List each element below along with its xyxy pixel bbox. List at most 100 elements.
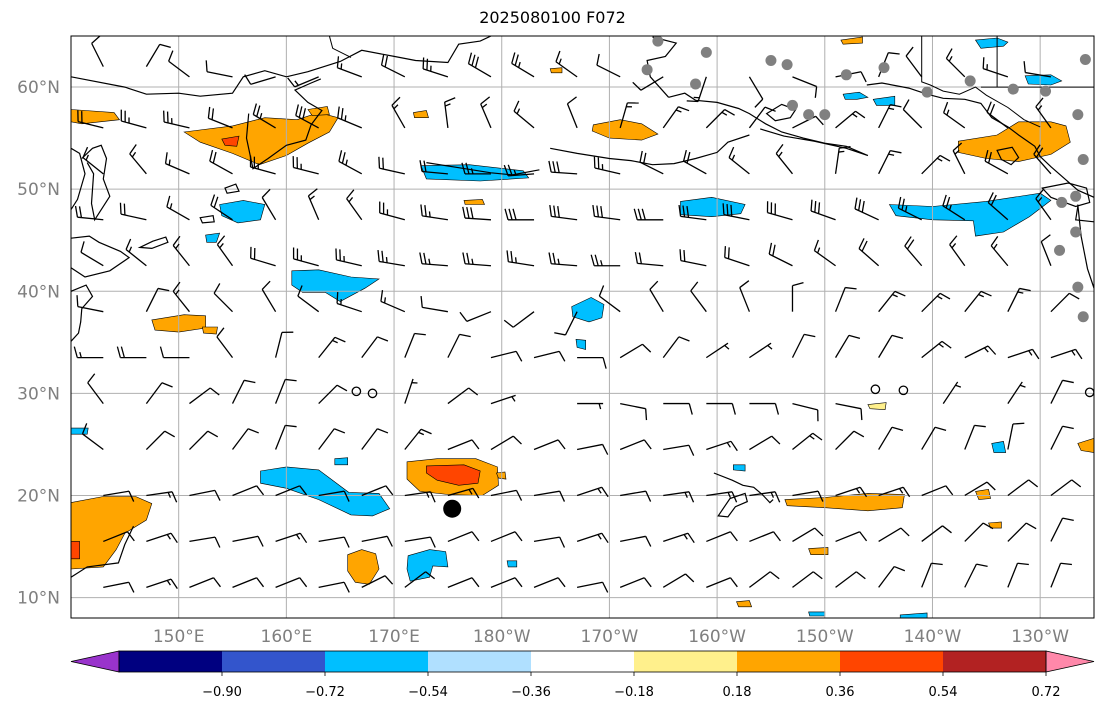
wind-barb xyxy=(378,156,405,175)
coastline xyxy=(71,36,492,97)
wind-barb xyxy=(297,285,320,313)
map-title: 2025080100 F072 xyxy=(479,8,626,27)
wind-barb xyxy=(679,249,707,267)
wind-barb xyxy=(663,532,695,544)
wind-barb xyxy=(490,489,523,501)
colorbar-segment xyxy=(222,651,326,672)
wind-barb xyxy=(576,532,609,544)
axis-tick-labels: 10°N 20°N 30°N 40°N 50°N 60°N 150°E 160°E 170°E 1… xyxy=(17,78,1069,647)
wind-barb xyxy=(209,149,233,175)
anomaly-region xyxy=(591,119,659,141)
wind-barb xyxy=(921,340,952,359)
station-marker xyxy=(878,62,890,74)
wind-barb xyxy=(216,235,234,267)
wind-barb xyxy=(461,162,491,175)
wind-barb xyxy=(663,444,695,456)
wind-barb xyxy=(749,402,780,415)
colorbar-tick-label: 0.18 xyxy=(723,685,752,700)
wind-barb xyxy=(444,97,456,128)
anomaly-region xyxy=(974,37,1009,49)
wind-barb xyxy=(404,571,436,588)
anomaly-region xyxy=(219,200,266,224)
anomaly-region xyxy=(183,112,339,166)
colorbar-segment xyxy=(531,651,635,672)
wind-barb xyxy=(146,532,178,544)
wind-barb xyxy=(318,536,350,548)
wind-barb xyxy=(1050,562,1072,588)
wind-barb xyxy=(878,290,906,313)
coastline xyxy=(646,36,678,98)
station-marker xyxy=(1040,85,1052,97)
wind-barb xyxy=(835,402,863,421)
wind-barb xyxy=(422,57,449,78)
wind-barb xyxy=(249,155,276,175)
wind-barb xyxy=(775,143,793,175)
station-marker xyxy=(765,55,777,67)
anomaly-region xyxy=(71,496,153,570)
anomaly-region xyxy=(334,457,349,466)
anomaly-region xyxy=(957,121,1071,162)
wind-barb xyxy=(164,152,190,175)
colorbar-extend-high xyxy=(1045,650,1095,673)
wind-barb xyxy=(361,485,394,497)
coastline xyxy=(1075,206,1094,223)
wind-barb xyxy=(878,104,902,129)
wind-barb xyxy=(921,292,951,313)
wind-barb xyxy=(216,327,234,359)
anomaly-region xyxy=(1077,437,1094,453)
wind-barb xyxy=(125,238,147,267)
wind-barb xyxy=(232,577,265,588)
island xyxy=(765,103,797,122)
wind-barb xyxy=(902,99,923,129)
wind-barb xyxy=(207,106,233,129)
wind-barb xyxy=(598,285,621,313)
wind-barb xyxy=(566,96,578,129)
wind-barb xyxy=(1007,522,1037,542)
wind-barb xyxy=(210,194,233,221)
wind-barb xyxy=(318,428,346,450)
wind-barb xyxy=(1050,379,1074,404)
station-marker xyxy=(1056,196,1068,208)
lon-tick-label: 160°E xyxy=(261,627,313,647)
wind-barb xyxy=(91,36,104,67)
wind-barb xyxy=(533,577,566,588)
station-marker xyxy=(803,109,815,121)
wind-barb xyxy=(792,402,819,422)
wind-barb xyxy=(420,204,448,221)
wind-barb xyxy=(632,76,664,91)
wind-barb xyxy=(619,102,639,129)
wind-barb xyxy=(662,573,695,588)
wind-barb xyxy=(361,336,389,359)
wind-barb xyxy=(82,146,104,175)
wind-barb xyxy=(419,252,448,267)
wind-barb xyxy=(145,43,171,67)
wind-barb xyxy=(81,423,104,451)
wind-barb xyxy=(952,142,966,175)
wind-barb xyxy=(462,206,492,221)
anomaly-region xyxy=(307,106,330,116)
wind-barb xyxy=(275,577,308,588)
wind-barb xyxy=(231,379,256,404)
wind-barb xyxy=(361,575,394,588)
lon-tick-label: 140°W xyxy=(904,627,962,647)
wind-barb xyxy=(379,201,405,221)
wind-barb xyxy=(213,283,233,313)
wind-barb xyxy=(620,535,652,547)
wind-barb xyxy=(145,287,170,312)
wind-barb xyxy=(87,373,104,404)
wind-barb xyxy=(905,46,923,78)
wind-barb xyxy=(318,581,350,593)
station-marker xyxy=(786,99,798,111)
lat-tick-label: 20°N xyxy=(17,486,60,506)
wind-barb xyxy=(619,343,652,359)
colorbar-tick-label: 0.72 xyxy=(1032,685,1061,700)
wind-barb xyxy=(275,532,308,544)
wind-barb xyxy=(73,346,104,359)
wind-barb xyxy=(77,110,104,129)
wind-barb xyxy=(897,196,922,221)
wind-barb xyxy=(706,577,738,588)
wind-barb xyxy=(166,195,190,221)
island xyxy=(137,236,169,250)
wind-barb xyxy=(533,490,566,502)
lat-tick-label: 10°N xyxy=(17,589,60,609)
